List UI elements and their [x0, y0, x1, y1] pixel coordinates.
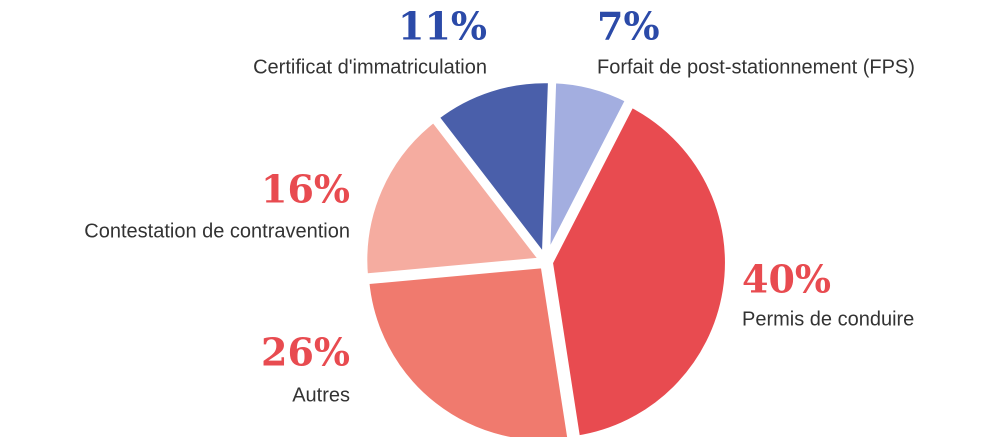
- value-label: 16%: [261, 167, 350, 212]
- category-label: Forfait de post-stationnement (FPS): [597, 56, 915, 78]
- value-label: 26%: [261, 330, 350, 375]
- category-label: Certificat d'immatriculation: [253, 56, 487, 78]
- category-label: Autres: [292, 384, 350, 406]
- pie-slice: [361, 116, 546, 280]
- value-label: 7%: [597, 4, 660, 49]
- category-label: Permis de conduire: [742, 308, 914, 330]
- pie-slice: [546, 101, 731, 437]
- pie-slice: [363, 262, 574, 437]
- value-label: 40%: [742, 257, 831, 302]
- pie-slice: [433, 77, 554, 262]
- value-label: 11%: [398, 4, 487, 49]
- category-label: Contestation de contravention: [84, 220, 350, 242]
